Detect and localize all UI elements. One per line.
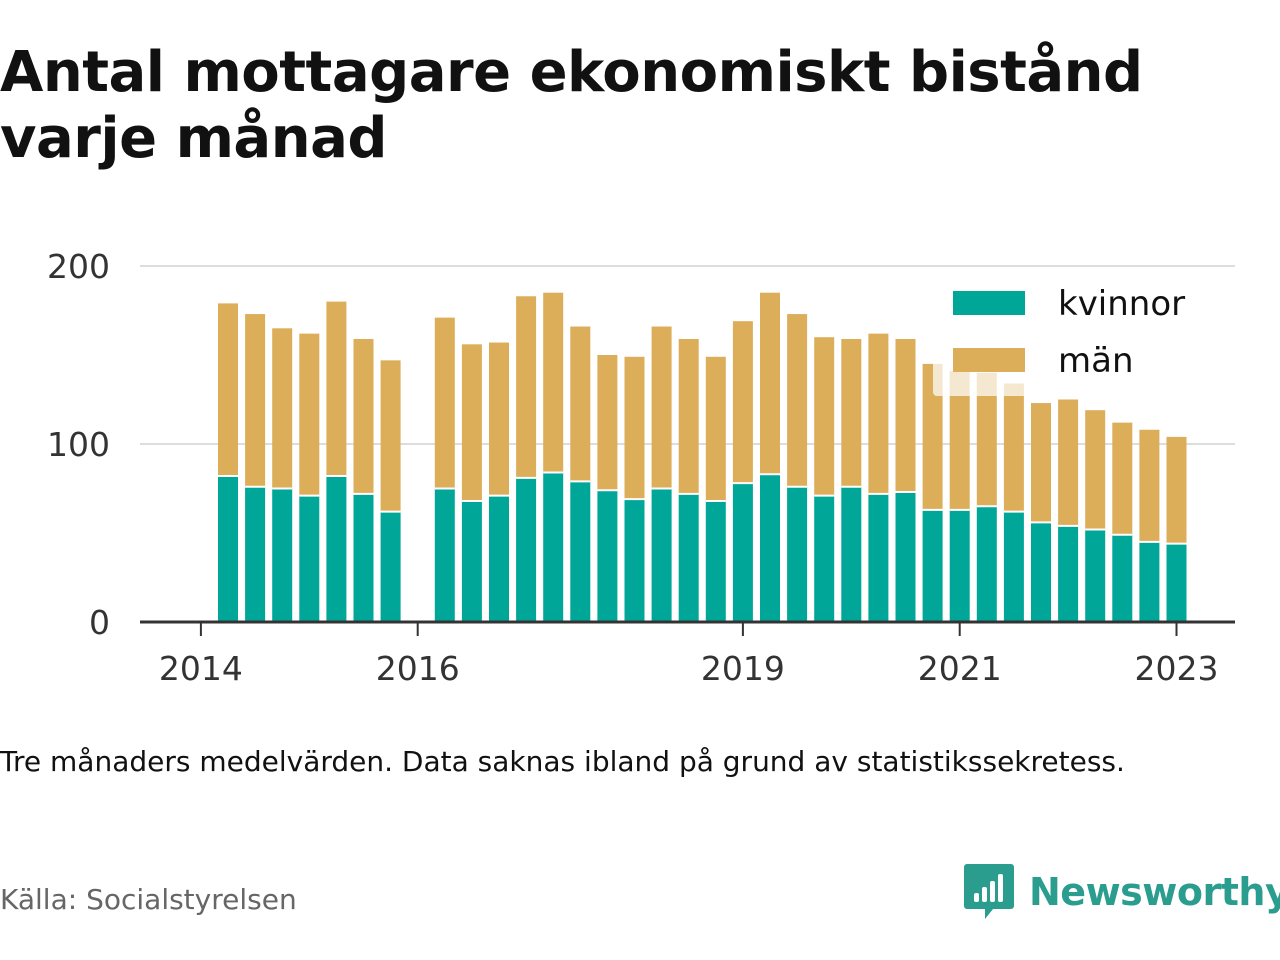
bar-kvinnor bbox=[597, 490, 618, 622]
bar-man bbox=[326, 301, 347, 477]
bar-man bbox=[1031, 403, 1051, 523]
bar-man bbox=[543, 292, 564, 473]
bar-kvinnor bbox=[1058, 525, 1079, 622]
bar-kvinnor bbox=[624, 499, 645, 622]
bar-kvinnor bbox=[299, 495, 320, 622]
bar-man bbox=[651, 326, 672, 489]
bar-kvinnor bbox=[353, 493, 374, 622]
bar-kvinnor bbox=[272, 488, 293, 622]
bar-man bbox=[380, 360, 401, 512]
bar-kvinnor bbox=[787, 486, 808, 622]
chart-title: Antal mottagare ekonomiskt bistånd varje… bbox=[0, 40, 1143, 171]
y-axis-labels: 0 100 200 bbox=[47, 247, 110, 642]
bar-man bbox=[868, 333, 889, 494]
bar-kvinnor bbox=[841, 486, 862, 622]
bar-man bbox=[1166, 436, 1187, 544]
bar-man bbox=[1003, 383, 1024, 512]
brand-name: Newsworthy bbox=[1029, 870, 1280, 914]
bar-kvinnor bbox=[1166, 543, 1187, 622]
bar-man bbox=[814, 337, 835, 496]
bar-man bbox=[949, 371, 970, 510]
stacked-bar-chart: 0 100 200 2014 2016 2019 2021 2023 kvinnor män bbox=[47, 247, 1235, 688]
chart-note: Tre månaders medelvärden. Data saknas ib… bbox=[0, 745, 1125, 778]
bar-kvinnor bbox=[760, 474, 780, 622]
bar-kvinnor bbox=[1031, 522, 1051, 622]
bar-kvinnor bbox=[516, 477, 537, 622]
legend-label-kvinnor: kvinnor bbox=[1058, 284, 1185, 324]
y-tick-label: 200 bbox=[47, 247, 110, 286]
bar-man bbox=[516, 296, 537, 478]
bar-kvinnor bbox=[326, 476, 347, 622]
bar-kvinnor bbox=[218, 476, 238, 622]
bar-man bbox=[760, 292, 780, 475]
bar-kvinnor bbox=[1112, 534, 1133, 622]
bar-kvinnor bbox=[570, 481, 591, 622]
bar-man bbox=[895, 338, 916, 493]
y-tick-label: 0 bbox=[89, 603, 110, 642]
bar-man bbox=[1139, 429, 1160, 542]
bar-kvinnor bbox=[245, 486, 266, 622]
bar-kvinnor bbox=[949, 509, 970, 622]
bar-kvinnor bbox=[678, 493, 699, 622]
legend-swatch-man bbox=[953, 348, 1025, 372]
legend-label-man: män bbox=[1058, 341, 1134, 381]
x-tick-label: 2014 bbox=[159, 649, 243, 688]
bar-man bbox=[299, 333, 320, 496]
bar-kvinnor bbox=[895, 492, 916, 622]
bar-kvinnor bbox=[543, 472, 564, 622]
bar-kvinnor bbox=[489, 495, 509, 622]
x-tick-label: 2016 bbox=[376, 649, 460, 688]
source-credit: Källa: Socialstyrelsen bbox=[0, 883, 297, 916]
bar-kvinnor bbox=[976, 506, 997, 622]
bar-kvinnor bbox=[461, 500, 482, 622]
brand-logo: Newsworthy bbox=[963, 862, 1280, 922]
bar-kvinnor bbox=[922, 509, 943, 622]
bar-man bbox=[976, 372, 997, 507]
legend-swatch-kvinnor bbox=[953, 291, 1025, 315]
bar-kvinnor bbox=[868, 493, 889, 622]
bar-man bbox=[597, 355, 618, 491]
bar-man bbox=[1085, 410, 1106, 530]
bar-man bbox=[624, 356, 645, 500]
bar-kvinnor bbox=[380, 511, 401, 622]
bar-man bbox=[787, 314, 808, 487]
bar-man bbox=[1112, 422, 1133, 535]
bar-man bbox=[218, 303, 238, 477]
bar-man bbox=[705, 356, 726, 501]
bar-kvinnor bbox=[1003, 511, 1024, 622]
bar-man bbox=[272, 328, 293, 489]
bar-kvinnor bbox=[1085, 529, 1106, 622]
bar-kvinnor bbox=[1139, 541, 1160, 622]
bar-man bbox=[245, 314, 266, 487]
x-axis-labels: 2014 2016 2019 2021 2023 bbox=[159, 649, 1219, 688]
newsworthy-logo-icon bbox=[964, 864, 1014, 919]
bar-man bbox=[570, 326, 591, 482]
bar-kvinnor bbox=[705, 500, 726, 622]
x-tick-label: 2023 bbox=[1135, 649, 1219, 688]
bar-kvinnor bbox=[732, 483, 753, 622]
legend: kvinnor män bbox=[933, 278, 1203, 396]
bar-man bbox=[732, 321, 753, 484]
bar-man bbox=[489, 342, 509, 496]
bar-man bbox=[434, 317, 455, 489]
x-tick-label: 2021 bbox=[918, 649, 1002, 688]
x-tick-label: 2019 bbox=[701, 649, 785, 688]
bar-kvinnor bbox=[434, 488, 455, 622]
bar-man bbox=[353, 338, 374, 494]
bar-man bbox=[1058, 399, 1079, 526]
bar-man bbox=[922, 363, 943, 510]
bar-kvinnor bbox=[814, 495, 835, 622]
y-tick-label: 100 bbox=[47, 425, 110, 464]
bars bbox=[218, 292, 1187, 622]
bar-man bbox=[841, 338, 862, 487]
bar-man bbox=[461, 344, 482, 501]
x-axis bbox=[140, 620, 1235, 636]
bar-kvinnor bbox=[651, 488, 672, 622]
bar-man bbox=[678, 338, 699, 494]
